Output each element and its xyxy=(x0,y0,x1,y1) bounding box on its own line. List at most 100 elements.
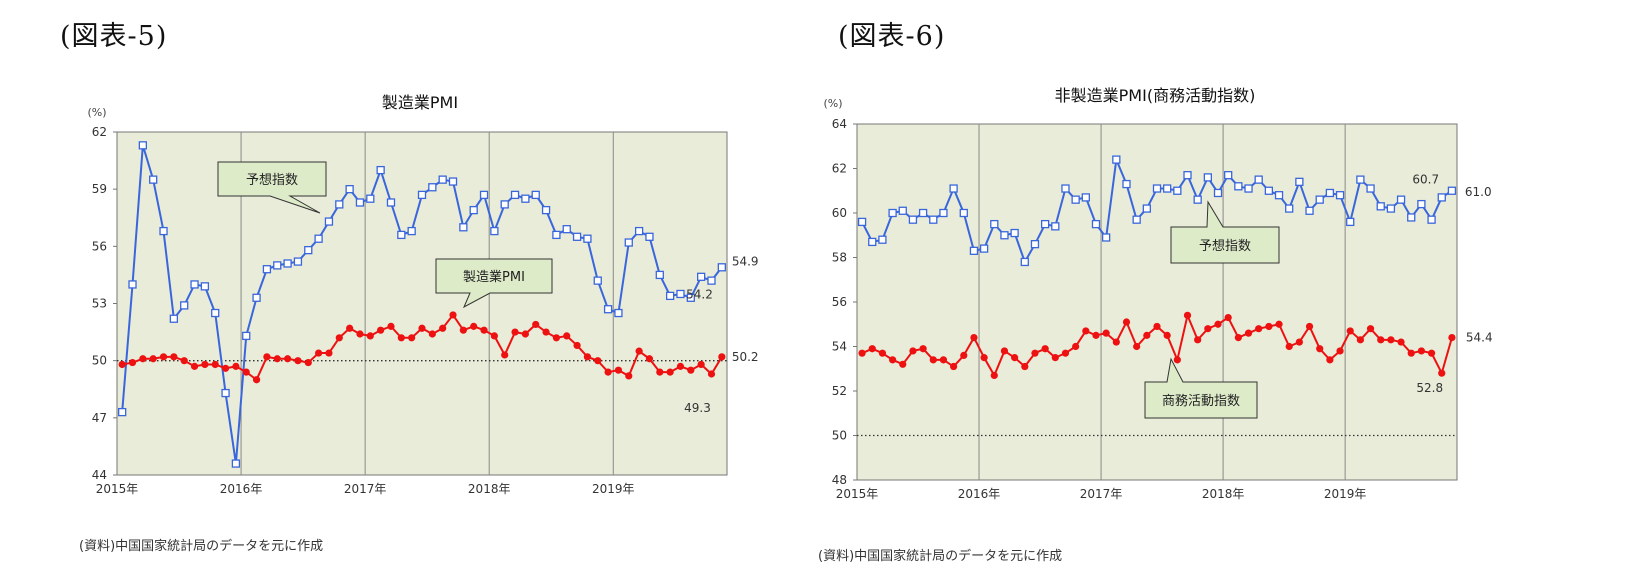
data-point xyxy=(356,330,364,338)
data-point xyxy=(1377,336,1385,344)
callout-label: 製造業PMI xyxy=(463,269,525,285)
data-point xyxy=(676,289,685,299)
data-label: 52.8 xyxy=(1416,381,1443,395)
data-point xyxy=(1265,322,1273,331)
y-tick-label: 47 xyxy=(92,411,107,425)
data-point xyxy=(1264,186,1274,195)
data-point xyxy=(604,368,612,376)
data-point xyxy=(283,355,292,363)
data-point xyxy=(366,332,374,340)
data-point xyxy=(909,347,917,355)
data-point xyxy=(1386,204,1396,213)
data-point xyxy=(593,276,602,285)
data-point xyxy=(1092,331,1100,339)
data-point xyxy=(138,141,147,150)
data-point xyxy=(573,341,581,350)
data-point xyxy=(252,293,261,302)
data-point xyxy=(159,226,168,236)
plot-area xyxy=(856,123,1458,481)
y-tick-label: 54 xyxy=(832,340,847,354)
data-point xyxy=(655,270,664,280)
data-point xyxy=(1041,345,1049,353)
data-point xyxy=(211,360,219,369)
data-point xyxy=(1112,338,1120,346)
data-label: 54.4 xyxy=(1466,331,1493,345)
data-point xyxy=(1295,338,1303,346)
data-point xyxy=(1315,195,1324,204)
data-point xyxy=(490,332,498,340)
data-point xyxy=(888,356,897,364)
data-point xyxy=(376,165,385,175)
data-point xyxy=(707,276,716,285)
chart-title: 非製造業PMI(商務活動指数) xyxy=(1055,86,1256,105)
data-label: 60.7 xyxy=(1412,172,1439,186)
data-point xyxy=(950,362,958,371)
data-point xyxy=(1254,175,1263,184)
y-tick-label: 59 xyxy=(92,182,107,196)
data-point xyxy=(1194,336,1202,344)
data-point xyxy=(128,358,137,367)
x-tick-label: 2019年 xyxy=(592,482,635,496)
data-point xyxy=(878,235,887,244)
data-point xyxy=(231,459,241,468)
data-point xyxy=(377,326,385,334)
data-point xyxy=(1133,342,1141,351)
data-point xyxy=(387,322,395,330)
y-tick-label: 52 xyxy=(832,384,847,398)
data-point xyxy=(918,208,928,218)
data-point xyxy=(1295,177,1304,187)
data-point xyxy=(656,368,664,376)
data-point xyxy=(532,320,540,329)
data-point xyxy=(603,305,613,314)
data-point xyxy=(583,353,592,361)
data-point xyxy=(666,368,674,376)
data-point xyxy=(645,355,654,363)
data-point xyxy=(232,362,240,370)
y-tick-label: 50 xyxy=(832,429,847,443)
data-point xyxy=(960,351,968,359)
y-tick-label: 44 xyxy=(92,468,107,482)
data-point xyxy=(697,360,705,369)
data-point xyxy=(1102,329,1110,337)
data-point xyxy=(1213,188,1223,198)
data-point xyxy=(665,291,675,301)
data-point xyxy=(718,353,726,361)
data-point xyxy=(221,364,230,372)
callout-box: 予想指数 xyxy=(217,161,327,214)
data-point xyxy=(1387,336,1395,344)
data-point xyxy=(1011,354,1019,362)
data-point xyxy=(1417,347,1426,355)
x-tick-label: 2018年 xyxy=(468,482,511,496)
data-point xyxy=(970,334,978,342)
data-point xyxy=(242,368,250,376)
data-point xyxy=(1234,182,1243,191)
data-point xyxy=(635,347,643,355)
data-point xyxy=(919,345,927,353)
data-point xyxy=(552,230,561,240)
data-point xyxy=(335,200,344,209)
data-point xyxy=(346,324,354,332)
chart-title: 製造業PMI xyxy=(382,93,458,112)
x-tick-label: 2017年 xyxy=(344,482,387,496)
x-tick-label: 2017年 xyxy=(1080,487,1123,501)
data-point xyxy=(1427,349,1436,357)
data-point xyxy=(1020,257,1029,267)
data-point xyxy=(1244,184,1253,193)
data-label: 54.2 xyxy=(686,288,713,302)
data-point xyxy=(1183,311,1192,319)
data-point xyxy=(438,175,447,184)
data-point xyxy=(1316,345,1324,353)
data-point xyxy=(201,360,209,369)
data-point xyxy=(868,345,876,353)
data-point xyxy=(1061,184,1070,193)
data-point xyxy=(470,322,478,330)
y-tick-label: 60 xyxy=(832,206,847,220)
data-point xyxy=(417,190,427,200)
data-point xyxy=(1173,356,1181,364)
data-point xyxy=(397,334,405,342)
data-point xyxy=(293,257,303,266)
data-point xyxy=(1366,325,1375,333)
callout-label: 予想指数 xyxy=(1199,238,1251,254)
data-point xyxy=(1112,155,1121,164)
data-point xyxy=(1305,322,1314,331)
